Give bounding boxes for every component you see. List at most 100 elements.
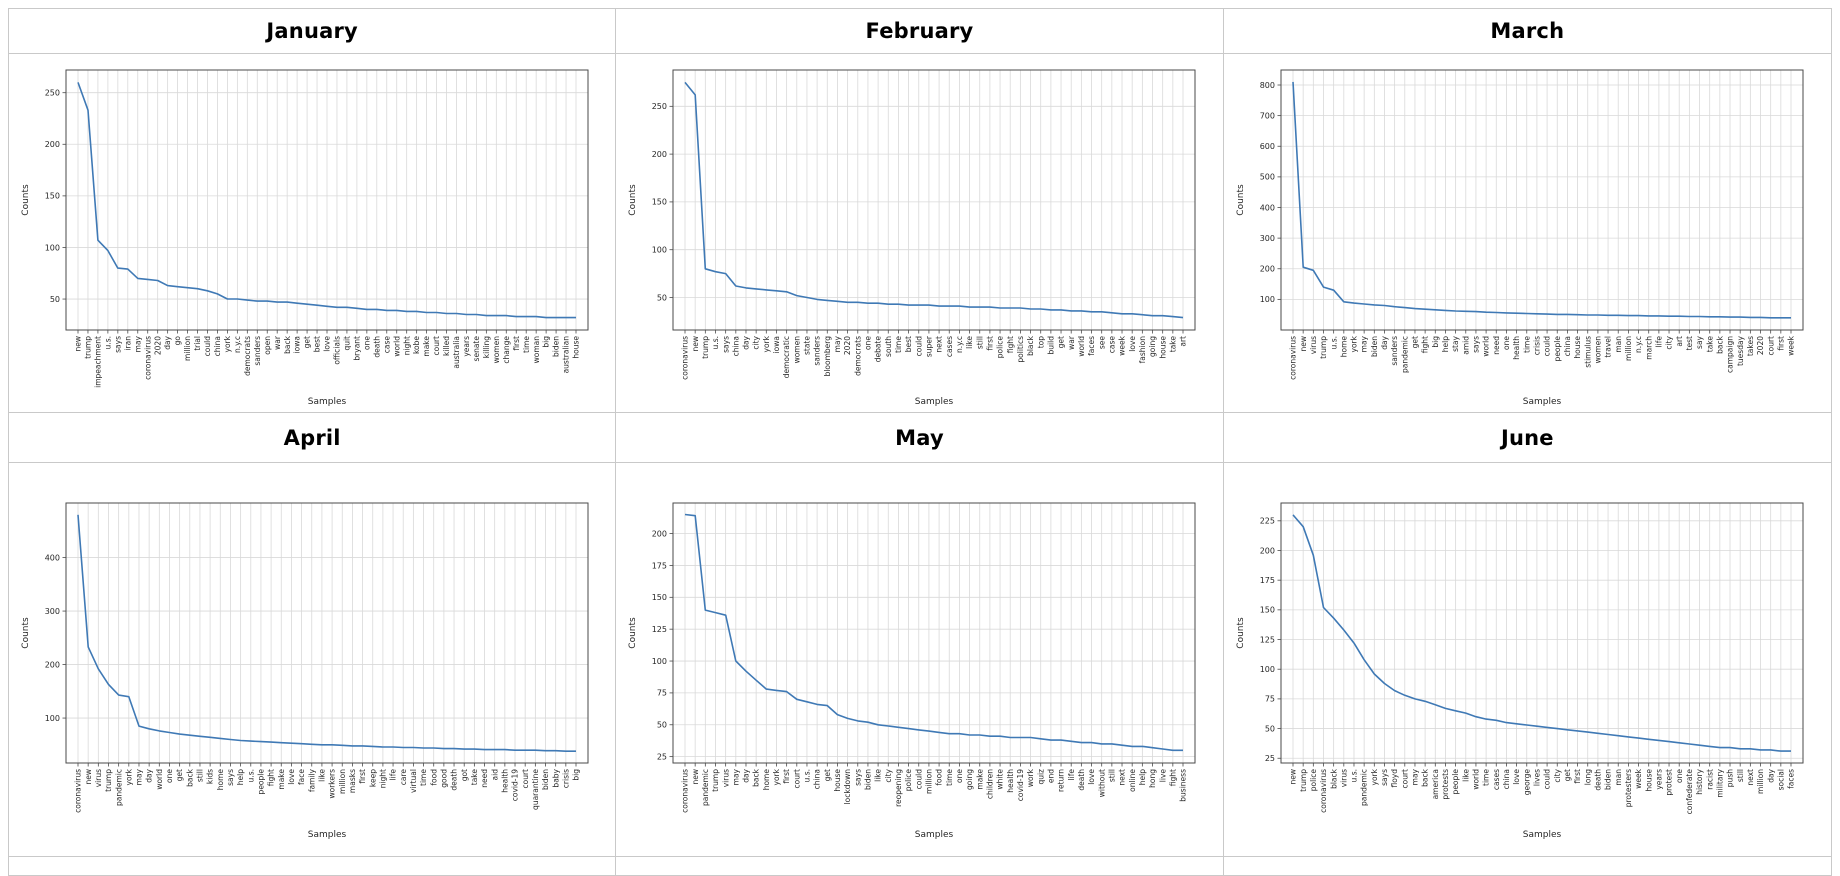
x-tick-label: house xyxy=(834,769,843,792)
x-tick-label: u.s. xyxy=(1350,769,1359,782)
x-tick-label: million xyxy=(925,769,934,794)
x-tick-label: big xyxy=(1431,336,1440,348)
x-tick-label: court xyxy=(1401,769,1410,789)
x-tick-label: people xyxy=(257,769,266,795)
x-tick-label: first xyxy=(1777,336,1786,351)
x-tick-label: democrats xyxy=(243,336,252,376)
x-tick-label: get xyxy=(1057,336,1066,348)
x-tick-label: bloomberg xyxy=(823,336,832,377)
x-tick-label: u.s. xyxy=(712,336,721,349)
x-tick-label: march xyxy=(1645,336,1654,360)
x-tick-label: first xyxy=(512,336,521,351)
x-tick-label: biden xyxy=(864,769,873,790)
x-tick-label: years xyxy=(462,336,471,357)
x-tick-label: back xyxy=(1716,335,1725,353)
x-tick-label: life xyxy=(1655,336,1664,348)
plot-frame xyxy=(672,502,1196,764)
x-tick-label: sanders xyxy=(813,336,822,366)
plot-frame xyxy=(65,502,589,764)
x-tick-label: back xyxy=(752,768,761,786)
x-tick-label: take xyxy=(470,769,479,786)
panel-may: May 25 50 75 100 125 150 175 200 coronavirus new p… xyxy=(616,413,1224,857)
x-tick-label: china xyxy=(1563,336,1572,356)
x-tick-label: coronavirus xyxy=(681,336,690,380)
x-tick-label: stimulus xyxy=(1584,336,1593,368)
x-tick-label: u.s. xyxy=(1330,336,1339,349)
x-tick-label: death xyxy=(1594,769,1603,791)
x-tick-label: baby xyxy=(551,768,560,787)
x-tick-label: like xyxy=(318,769,327,782)
next-row-cell xyxy=(616,857,1224,876)
x-tick-label: life xyxy=(389,769,398,781)
y-tick-label: 200 xyxy=(652,529,667,538)
x-tick-label: trump xyxy=(712,769,721,792)
x-tick-label: test xyxy=(1685,336,1694,350)
x-tick-label: says xyxy=(1472,336,1481,353)
y-tick-label: 225 xyxy=(1260,517,1275,526)
x-tick-label: trump xyxy=(1299,769,1308,792)
panel-title-march: March xyxy=(1223,9,1831,54)
x-tick-label: killing xyxy=(482,336,491,358)
x-tick-label: help xyxy=(1441,336,1450,352)
x-tick-label: time xyxy=(945,769,954,786)
x-tick-label: may xyxy=(134,335,143,352)
x-tick-label: quiz xyxy=(1037,769,1046,785)
x-tick-label: like xyxy=(966,336,975,349)
panel-title-april: April xyxy=(9,413,616,463)
y-axis-label: Counts xyxy=(628,184,638,216)
x-tick-label: quarantine xyxy=(531,769,540,810)
x-tick-label: virus xyxy=(1340,769,1349,787)
x-tick-label: court xyxy=(432,336,441,356)
next-row-cell xyxy=(9,857,617,876)
x-tick-label: people xyxy=(1452,769,1461,795)
x-tick-label: covid-19 xyxy=(1016,769,1025,801)
x-tick-label: help xyxy=(236,769,245,785)
x-tick-label: day xyxy=(163,335,172,349)
x-tick-label: city xyxy=(1553,768,1562,782)
x-tick-label: care xyxy=(399,769,408,786)
x-tick-label: take xyxy=(1706,336,1715,353)
x-tick-label: says xyxy=(114,336,123,353)
x-tick-label: hong xyxy=(1149,769,1158,788)
y-tick-label: 500 xyxy=(1260,173,1275,182)
plot-frame xyxy=(1280,69,1804,331)
x-tick-label: reopening xyxy=(895,769,904,807)
x-tick-label: trump xyxy=(104,769,113,792)
plots-page: January 50 100 150 200 250 new trump impeachmen… xyxy=(8,8,1832,876)
x-tick-label: week xyxy=(1118,335,1127,355)
x-tick-label: next xyxy=(1746,769,1755,786)
x-tick-label: city xyxy=(752,335,761,349)
x-tick-label: crisis xyxy=(562,769,571,788)
y-tick-label: 150 xyxy=(652,593,667,602)
x-tick-label: iowa xyxy=(293,336,302,353)
data-line xyxy=(685,513,1184,752)
x-tick-label: u.s. xyxy=(803,769,812,782)
x-tick-label: first xyxy=(1573,769,1582,784)
x-tick-label: stay xyxy=(1452,335,1461,351)
x-tick-label: australian xyxy=(562,336,571,374)
panel-title-january: January xyxy=(9,9,616,54)
x-tick-label: democrats xyxy=(854,336,863,376)
x-tick-label: floyd xyxy=(1391,769,1400,788)
x-tick-label: court xyxy=(1767,336,1776,356)
x-tick-label: still xyxy=(196,769,205,782)
x-tick-label: china xyxy=(213,336,222,356)
panel-june: June 25 50 75 100 125 150 175 200 225 new trump pol… xyxy=(1223,413,1831,857)
x-tick-label: still xyxy=(1108,769,1117,782)
x-tick-label: got xyxy=(460,769,469,781)
x-tick-label: trial xyxy=(193,336,202,351)
x-tick-label: house xyxy=(1573,336,1582,359)
x-tick-label: 2020 xyxy=(1756,336,1765,355)
line-chart-march: 100 200 300 400 500 600 700 800 coronavirus new vi… xyxy=(1236,69,1804,407)
chart-area-january: 50 100 150 200 250 new trump impeachment u.s. say… xyxy=(9,54,615,412)
y-axis-label: Counts xyxy=(628,617,638,649)
x-tick-label: keep xyxy=(368,769,377,787)
x-tick-label: biden xyxy=(541,769,550,790)
x-tick-label: love xyxy=(287,769,296,785)
x-tick-label: week xyxy=(1634,768,1643,788)
x-tick-label: bryant xyxy=(353,336,362,361)
x-tick-label: n.y.c xyxy=(955,336,964,353)
x-tick-label: new xyxy=(1299,336,1308,352)
x-tick-label: good xyxy=(440,769,449,788)
x-tick-label: still xyxy=(976,336,985,349)
